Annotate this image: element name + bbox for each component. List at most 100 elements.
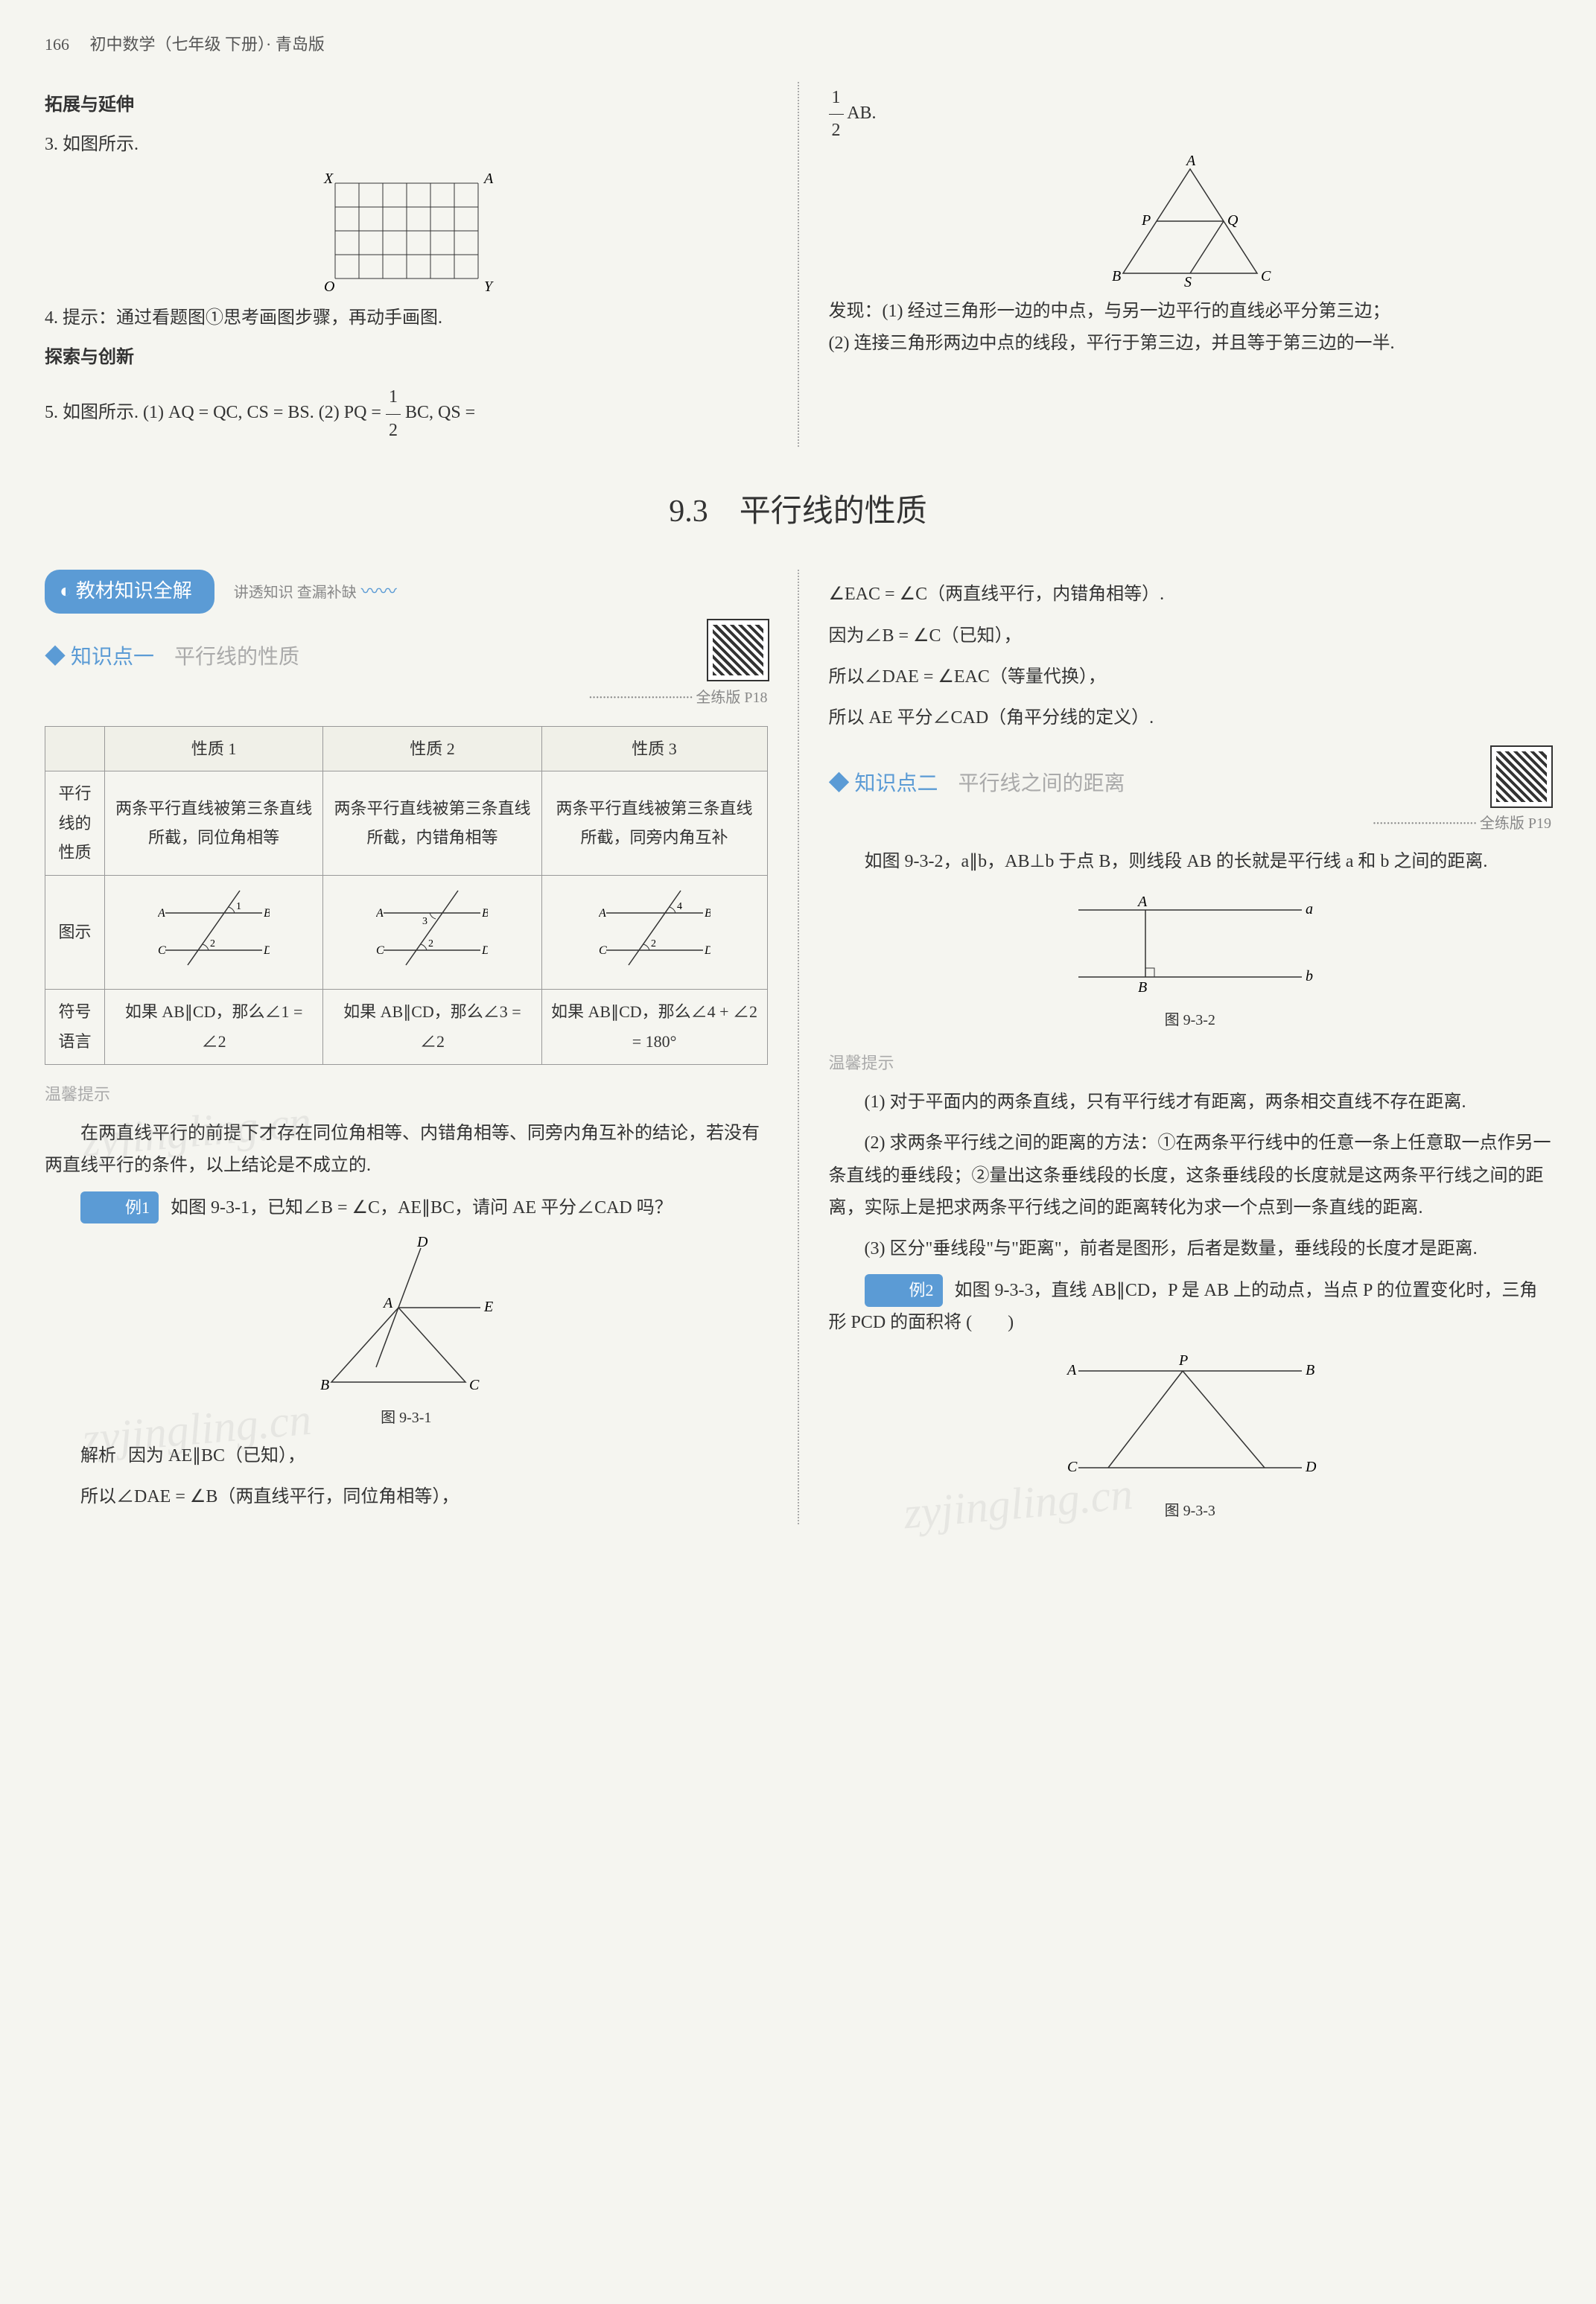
svg-text:D: D bbox=[704, 944, 710, 957]
grid-figure: X A O Y bbox=[313, 168, 499, 295]
cont-line1: ∠EAC = ∠C（两直线平行，内错角相等）. bbox=[829, 579, 1552, 611]
hint2-p2: (2) 求两条平行线之间的距离的方法：①在两条平行线中的任意一条上任意取一点作另… bbox=[829, 1127, 1552, 1224]
svg-text:X: X bbox=[323, 171, 334, 187]
item-5-prefix: 5. 如图所示. (1) AQ = QC, CS = BS. (2) PQ = bbox=[45, 404, 386, 423]
properties-table: 性质 1 性质 2 性质 3 平行线的性质 两条平行直线被第三条直线所截，同位角… bbox=[45, 726, 768, 1065]
kp2-ref: ······························ 全练版 P19 bbox=[829, 810, 1552, 837]
kp2-title: 平行线之间的距离 bbox=[958, 772, 1125, 795]
item-4-text: 4. 提示：通过看题图①思考画图步骤，再动手画图. bbox=[45, 302, 768, 334]
example-2: 例2 如图 9-3-3，直线 AB∥CD，P 是 AB 上的动点，当点 P 的位… bbox=[829, 1274, 1552, 1339]
discovery-1: 发现：(1) 经过三角形一边的中点，与另一边平行的直线必平分第三边； bbox=[829, 296, 1552, 328]
svg-text:C: C bbox=[376, 944, 384, 957]
svg-text:A: A bbox=[483, 171, 494, 187]
sol-label: 解析 bbox=[80, 1446, 116, 1466]
section-heading-extend: 拓展与延伸 bbox=[45, 89, 768, 121]
svg-text:4: 4 bbox=[677, 901, 682, 912]
fig-9-3-1: D A E B C bbox=[302, 1233, 510, 1397]
kp1-header: ◆ 知识点一 平行线的性质 bbox=[45, 639, 299, 676]
sol-line2: 所以∠DAE = ∠B（两直线平行，同位角相等）， bbox=[45, 1481, 768, 1513]
main-right-col: ∠EAC = ∠C（两直线平行，内错角相等）. 因为∠B = ∠C（已知）， 所… bbox=[829, 570, 1552, 1524]
table-row-sym: 符号语言 如果 AB∥CD，那么∠1 = ∠2 如果 AB∥CD，那么∠3 = … bbox=[45, 990, 768, 1064]
ex1-label: 例1 bbox=[80, 1191, 159, 1224]
ex2-label: 例2 bbox=[865, 1274, 943, 1307]
page-header: 166 初中数学（七年级 下册）· 青岛版 bbox=[45, 30, 1551, 60]
kp2-header: ◆ 知识点二 平行线之间的距离 bbox=[829, 766, 1125, 803]
qr-code-icon bbox=[708, 620, 768, 680]
svg-text:1: 1 bbox=[236, 901, 241, 912]
book-title: 初中数学（七年级 下册）· 青岛版 bbox=[90, 35, 325, 54]
svg-text:O: O bbox=[324, 279, 334, 295]
svg-text:B: B bbox=[320, 1377, 329, 1393]
svg-text:A: A bbox=[1066, 1362, 1077, 1378]
svg-text:S: S bbox=[1184, 274, 1192, 288]
cont-line3: 所以∠DAE = ∠EAC（等量代换）， bbox=[829, 661, 1552, 693]
svg-text:B: B bbox=[1138, 979, 1147, 996]
th-prop3: 性质 3 bbox=[541, 726, 767, 771]
kp1-prefix: ◆ 知识点一 bbox=[45, 646, 154, 669]
svg-text:C: C bbox=[469, 1377, 480, 1393]
pill-header: ◐教材知识全解 bbox=[45, 570, 214, 614]
svg-text:D: D bbox=[1305, 1459, 1317, 1475]
pill-sub: 讲透知识 查漏补缺 bbox=[234, 585, 357, 601]
row-label-props: 平行线的性质 bbox=[45, 771, 105, 876]
cell-sym1: 如果 AB∥CD，那么∠1 = ∠2 bbox=[105, 990, 323, 1064]
svg-text:2: 2 bbox=[651, 938, 656, 949]
svg-text:A: A bbox=[158, 907, 165, 920]
page-number: 166 bbox=[45, 35, 69, 54]
fig-9-3-2-caption: 图 9-3-2 bbox=[829, 1007, 1552, 1034]
cont-line4: 所以 AE 平分∠CAD（角平分线的定义）. bbox=[829, 702, 1552, 734]
svg-text:P: P bbox=[1141, 212, 1151, 229]
top-right-after: AB. bbox=[847, 104, 876, 123]
table-row-props: 平行线的性质 两条平行直线被第三条直线所截，同位角相等 两条平行直线被第三条直线… bbox=[45, 771, 768, 876]
top-divider bbox=[798, 82, 799, 447]
svg-text:C: C bbox=[599, 944, 607, 957]
svg-text:Q: Q bbox=[1227, 212, 1239, 229]
svg-text:B: B bbox=[1112, 268, 1121, 284]
top-left-col: 拓展与延伸 3. 如图所示. X A O Y 4. 提示：通过看题图①思考画图步… bbox=[45, 82, 768, 447]
svg-text:A: A bbox=[1136, 894, 1148, 910]
section-title: 9.3 平行线的性质 bbox=[45, 484, 1551, 541]
svg-text:Y: Y bbox=[484, 279, 494, 295]
item-5-text: 5. 如图所示. (1) AQ = QC, CS = BS. (2) PQ = … bbox=[45, 381, 768, 446]
svg-text:b: b bbox=[1306, 968, 1313, 984]
svg-text:2: 2 bbox=[210, 938, 215, 949]
cell-prop3: 两条平行直线被第三条直线所截，同旁内角互补 bbox=[541, 771, 767, 876]
svg-text:B: B bbox=[1306, 1362, 1314, 1378]
svg-text:a: a bbox=[1306, 901, 1313, 917]
svg-text:B: B bbox=[264, 907, 270, 920]
kp2-header-row: ◆ 知识点二 平行线之间的距离 bbox=[829, 743, 1552, 810]
ex1-text: 如图 9-3-1，已知∠B = ∠C，AE∥BC，请问 AE 平分∠CAD 吗？ bbox=[171, 1198, 673, 1218]
kp1-title: 平行线的性质 bbox=[174, 646, 299, 669]
hint-text-1: 在两直线平行的前提下才存在同位角相等、内错角相等、同旁内角互补的结论，若没有两直… bbox=[45, 1118, 768, 1182]
fig-9-3-3: A P B C D bbox=[1056, 1349, 1324, 1490]
row-label-fig: 图示 bbox=[45, 875, 105, 990]
svg-text:C: C bbox=[158, 944, 166, 957]
cell-fig2: A B C D 3 2 bbox=[323, 875, 541, 990]
cell-prop2: 两条平行直线被第三条直线所截，内错角相等 bbox=[323, 771, 541, 876]
example-1: 例1 如图 9-3-1，已知∠B = ∠C，AE∥BC，请问 AE 平分∠CAD… bbox=[45, 1191, 768, 1224]
svg-text:A: A bbox=[1185, 154, 1196, 169]
svg-text:D: D bbox=[416, 1234, 428, 1250]
th-blank bbox=[45, 726, 105, 771]
svg-text:A: A bbox=[599, 907, 606, 920]
svg-text:P: P bbox=[1178, 1352, 1188, 1369]
cell-fig1: A B C D 1 2 bbox=[105, 875, 323, 990]
item-3-text: 3. 如图所示. bbox=[45, 129, 768, 161]
top-section: 拓展与延伸 3. 如图所示. X A O Y 4. 提示：通过看题图①思考画图步… bbox=[45, 82, 1551, 447]
top-right-frac: 12 AB. bbox=[829, 82, 1552, 147]
main-left-col: ◐教材知识全解 讲透知识 查漏补缺 〰〰 ◆ 知识点一 平行线的性质 ·····… bbox=[45, 570, 768, 1524]
pill-row: ◐教材知识全解 讲透知识 查漏补缺 〰〰 bbox=[45, 570, 768, 617]
hint2-p1: (1) 对于平面内的两条直线，只有平行线才有距离，两条相交直线不存在距离. bbox=[829, 1086, 1552, 1118]
fig-9-3-1-caption: 图 9-3-1 bbox=[45, 1404, 768, 1431]
discovery-2: (2) 连接三角形两边中点的线段，平行于第三边，并且等于第三边的一半. bbox=[829, 328, 1552, 360]
kp1-ref: ······························ 全练版 P18 bbox=[45, 684, 768, 711]
svg-text:A: A bbox=[376, 907, 384, 920]
svg-text:C: C bbox=[1067, 1459, 1078, 1475]
kp2-intro: 如图 9-3-2，a∥b，AB⊥b 于点 B，则线段 AB 的长就是平行线 a … bbox=[829, 846, 1552, 878]
cell-prop1: 两条平行直线被第三条直线所截，同位角相等 bbox=[105, 771, 323, 876]
qr-code-icon bbox=[1492, 747, 1551, 806]
th-prop1: 性质 1 bbox=[105, 726, 323, 771]
fig-9-3-2: A a B b bbox=[1056, 888, 1324, 999]
hint-label-2: 温馨提示 bbox=[829, 1048, 1552, 1078]
cell-sym3: 如果 AB∥CD，那么∠4 + ∠2 = 180° bbox=[541, 990, 767, 1064]
